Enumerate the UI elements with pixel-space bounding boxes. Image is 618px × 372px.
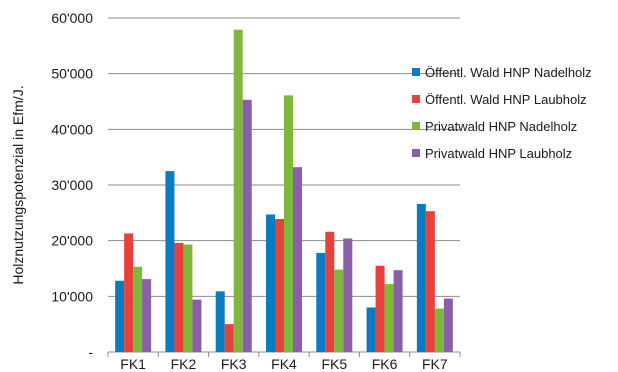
bar <box>142 279 152 352</box>
bar <box>133 266 143 352</box>
x-tick-label: FK2 <box>171 356 197 372</box>
y-tick-label: 60'000 <box>51 10 93 26</box>
bar <box>233 29 243 352</box>
bar <box>275 218 284 352</box>
bar <box>334 269 344 352</box>
legend-label: Öffentl. Wald HNP Laubholz <box>425 92 587 107</box>
y-tick-label: 10'000 <box>51 288 93 304</box>
bar <box>284 95 293 353</box>
bar <box>293 167 302 352</box>
x-tick-label: FK1 <box>120 356 146 372</box>
x-tick-label: FK7 <box>422 356 448 372</box>
legend-swatch <box>412 122 420 130</box>
legend-swatch <box>412 149 420 157</box>
bar <box>343 238 353 352</box>
bar <box>165 171 175 352</box>
bars <box>115 29 453 353</box>
bar <box>124 233 134 352</box>
y-tick-label: 50'000 <box>51 66 93 82</box>
legend-label: Privatwald HNP Nadelholz <box>425 119 577 134</box>
x-axis-ticks: FK1 FK2 FK3 FK4 FK5 FK6 FK7 <box>107 352 461 372</box>
x-tick-label: FK5 <box>321 356 347 372</box>
y-axis-title: Holznutzungspotenzial in Efm/J. <box>10 85 26 284</box>
y-tick-label: 30'000 <box>51 177 93 193</box>
legend-swatch <box>412 95 420 103</box>
legend-swatch <box>412 68 420 76</box>
y-tick-label: 20'000 <box>51 233 93 249</box>
bar <box>183 244 193 352</box>
bar <box>224 324 234 352</box>
y-tick-label: - <box>88 344 93 360</box>
bar <box>115 280 125 352</box>
bar <box>192 299 202 352</box>
x-tick-label: FK4 <box>271 356 297 372</box>
legend: Öffentl. Wald HNP Nadelholz Öffentl. Wald… <box>412 65 592 161</box>
bar <box>443 298 453 352</box>
bar <box>416 203 426 352</box>
y-axis-ticks: - 10'000 20'000 30'000 40'000 50'000 60'000 <box>51 10 93 360</box>
y-tick-label: 40'000 <box>51 121 93 137</box>
x-tick-label: FK6 <box>372 356 398 372</box>
bar <box>174 242 184 352</box>
bar <box>393 270 403 352</box>
bar <box>434 308 444 352</box>
bar <box>425 211 435 352</box>
bar <box>366 307 376 352</box>
bar <box>215 291 225 352</box>
bar <box>242 99 252 352</box>
bar <box>375 265 385 352</box>
legend-label: Privatwald HNP Laubholz <box>425 146 572 161</box>
bar <box>325 231 335 352</box>
x-tick-label: FK3 <box>221 356 247 372</box>
legend-label: Öffentl. Wald HNP Nadelholz <box>425 65 592 80</box>
bar <box>384 284 394 352</box>
bar <box>316 252 326 352</box>
bar <box>266 214 275 352</box>
